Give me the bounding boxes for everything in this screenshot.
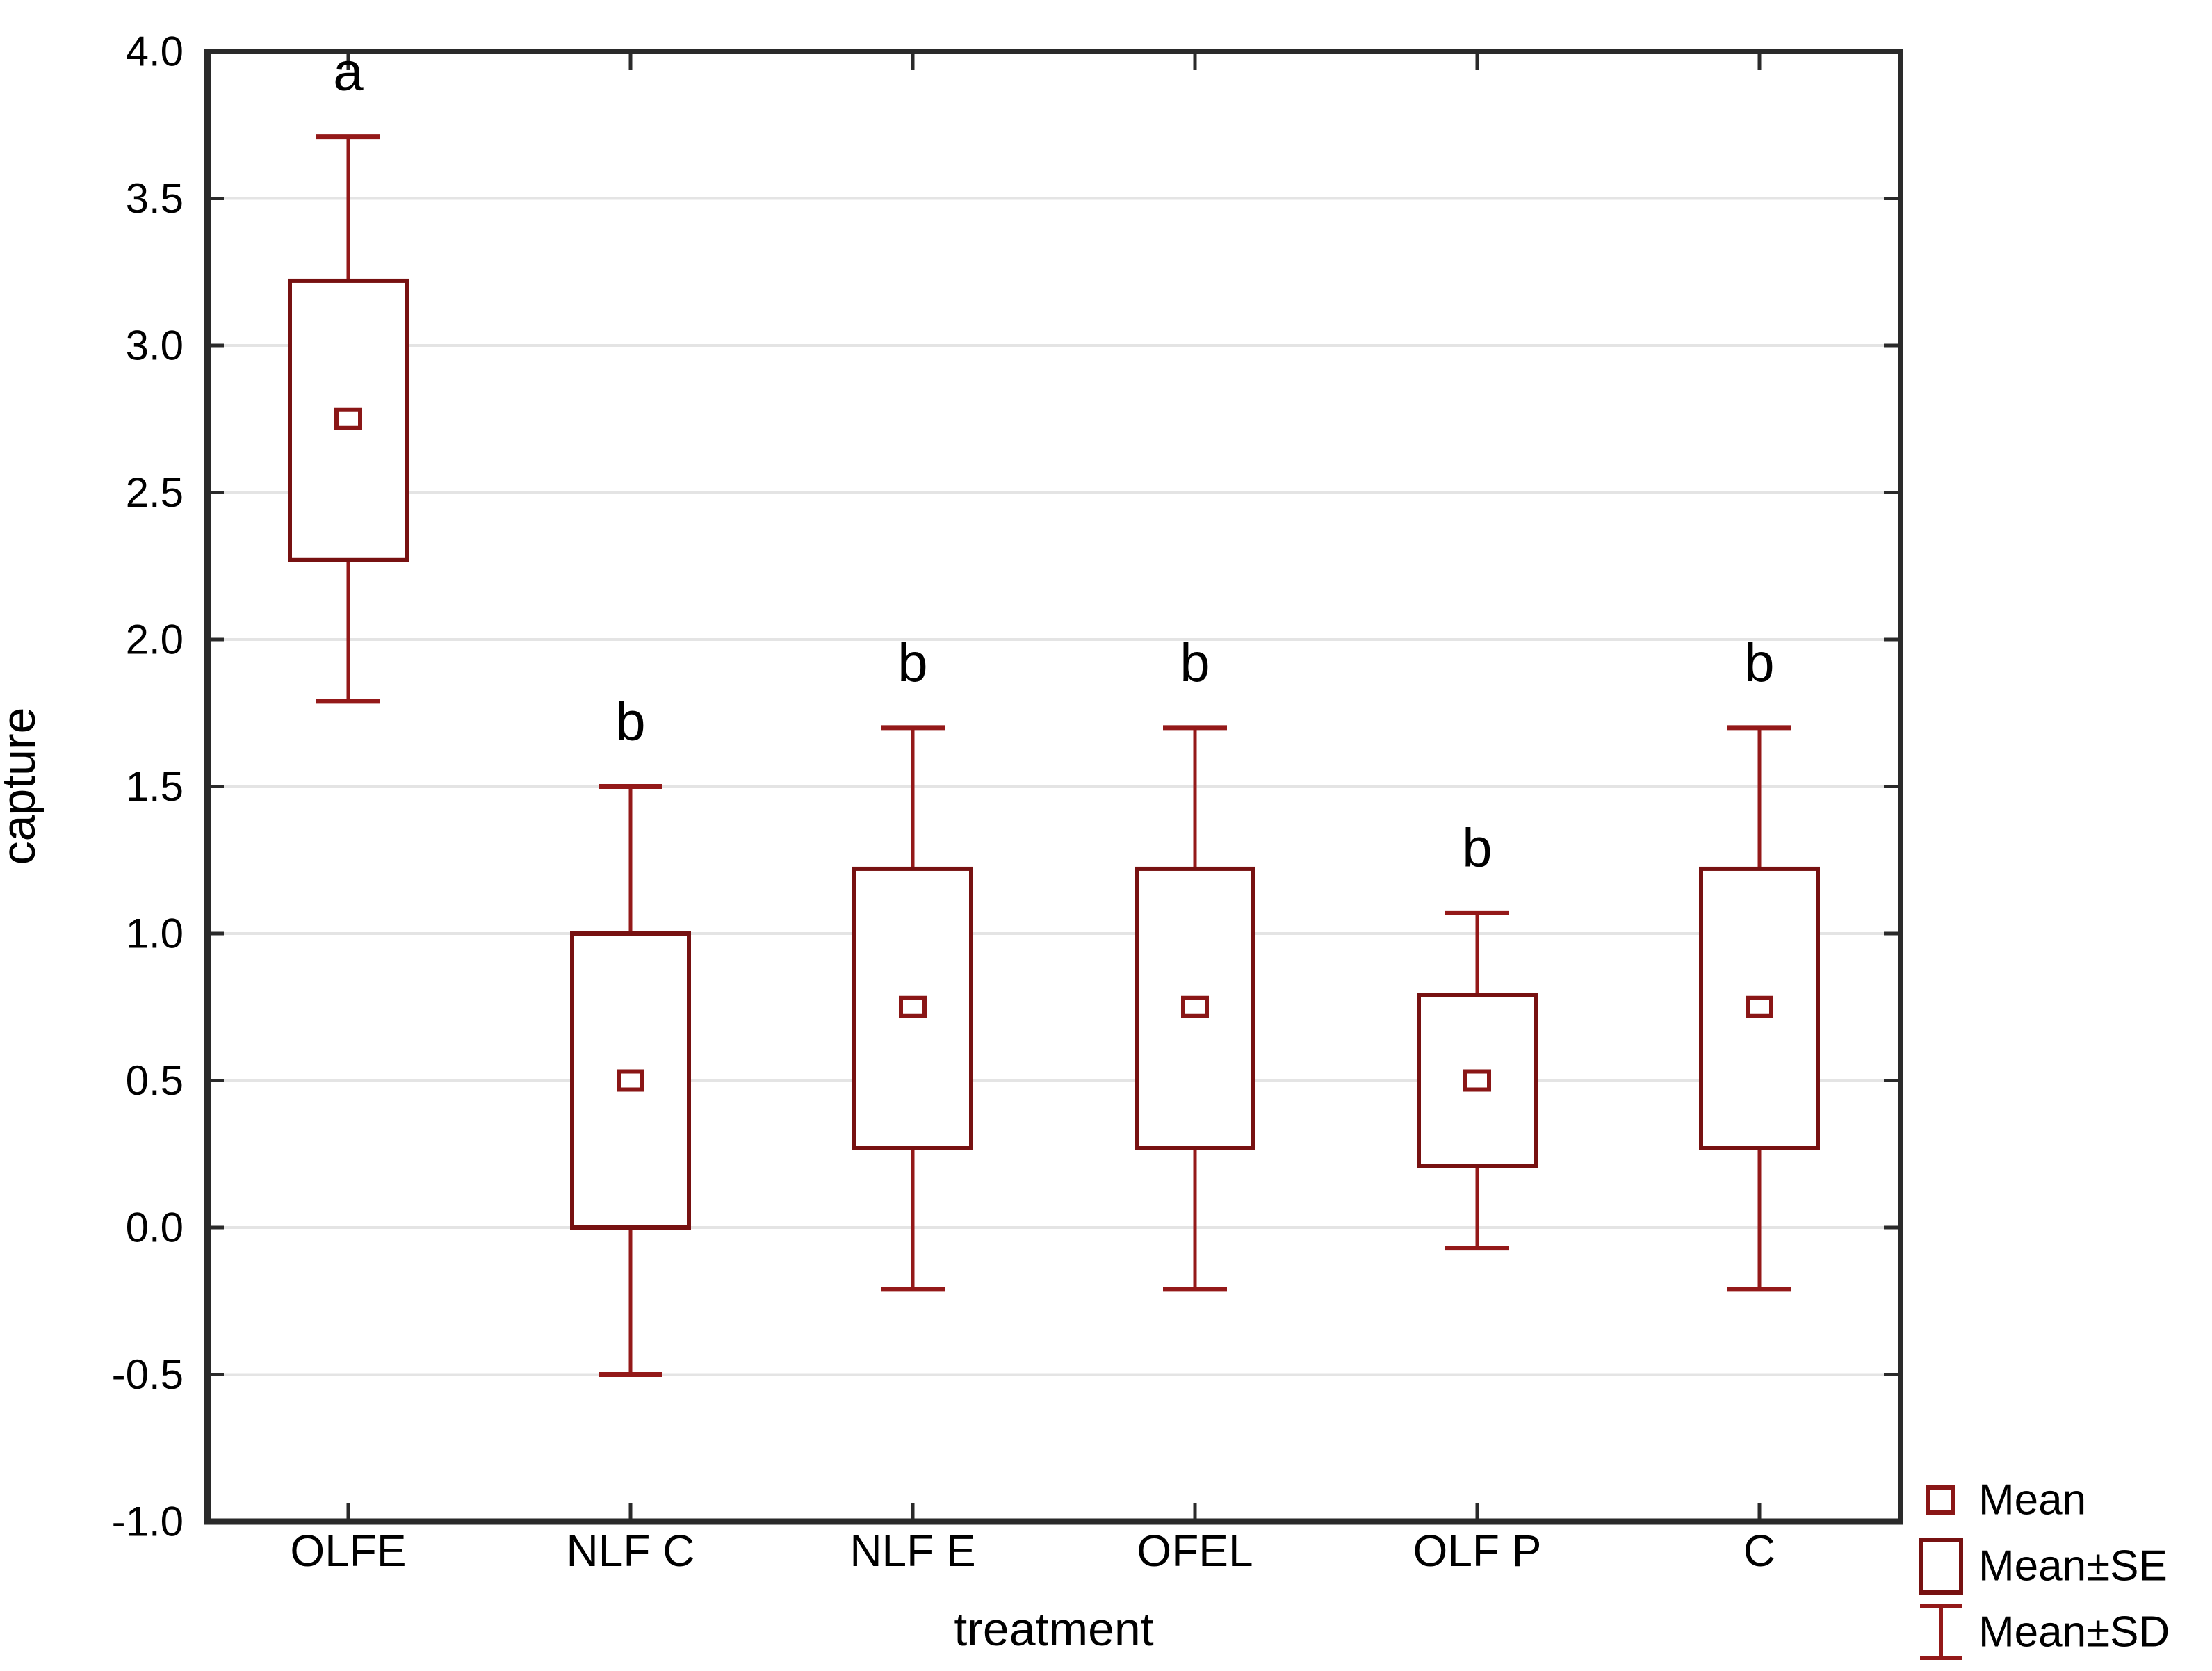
legend-label-mean-se: Mean±SE xyxy=(1978,1542,2168,1590)
x-category-label: OFEL xyxy=(1137,1526,1253,1576)
y-tick-label: 3.5 xyxy=(126,175,184,222)
mean-marker xyxy=(617,1069,644,1092)
mean-marker xyxy=(1181,995,1209,1018)
se-box-icon xyxy=(1919,1538,1963,1595)
x-category-labels: OLFE NLF C NLF E OFEL OLF P C xyxy=(290,1526,1775,1576)
legend-item-mean-sd: Mean±SD xyxy=(1920,1604,2170,1660)
axis-ticks xyxy=(207,49,1901,1524)
mean-marker xyxy=(334,407,362,430)
significance-letter: b xyxy=(1462,817,1492,878)
box-group-olf-p xyxy=(1417,910,1538,1251)
sd-whisker-icon xyxy=(1920,1604,1962,1660)
y-tick-label: 4.0 xyxy=(126,28,184,75)
mean-marker xyxy=(899,995,927,1018)
y-tick-label: 0.5 xyxy=(126,1057,184,1104)
significance-letters: a b b b b b xyxy=(333,41,1774,879)
mean-marker-icon xyxy=(1926,1485,1955,1515)
y-tick-label: 1.5 xyxy=(126,763,184,810)
y-tick-labels: 4.0 3.5 3.0 2.5 2.0 1.5 1.0 0.5 0.0 -0.5 -1.0 xyxy=(112,28,184,1545)
legend-label-mean-sd: Mean±SD xyxy=(1978,1608,2170,1656)
significance-letter: b xyxy=(615,691,645,752)
legend: Mean Mean±SE Mean±SD xyxy=(1919,1476,2170,1660)
legend-item-mean: Mean xyxy=(1926,1476,2086,1524)
legend-label-mean: Mean xyxy=(1978,1476,2086,1524)
mean-marker xyxy=(1463,1069,1491,1092)
x-axis-title: treatment xyxy=(954,1603,1153,1656)
y-tick-label: 0.0 xyxy=(126,1205,184,1251)
legend-item-mean-se: Mean±SE xyxy=(1919,1538,2168,1595)
x-category-label: NLF E xyxy=(849,1526,975,1576)
y-tick-label: 2.5 xyxy=(126,469,184,516)
y-tick-label: 2.0 xyxy=(126,617,184,663)
box-group-nlf-e xyxy=(852,725,973,1292)
box-group-nlf-c xyxy=(570,784,691,1377)
y-tick-label: -1.0 xyxy=(112,1499,184,1545)
y-tick-label: -0.5 xyxy=(112,1351,184,1398)
significance-letter: b xyxy=(1180,632,1210,693)
mean-marker xyxy=(1746,995,1773,1018)
box-group-ofel xyxy=(1135,725,1255,1292)
gridlines xyxy=(207,197,1901,1376)
x-category-label: NLF C xyxy=(567,1526,695,1576)
x-category-label: OLF P xyxy=(1413,1526,1542,1576)
y-tick-label: 1.0 xyxy=(126,911,184,957)
box-group-c xyxy=(1699,725,1820,1292)
significance-letter: b xyxy=(897,632,927,693)
significance-letter: b xyxy=(1744,632,1774,693)
significance-letter: a xyxy=(333,41,364,102)
x-category-label: C xyxy=(1743,1526,1775,1576)
y-axis-title: capture xyxy=(0,708,45,865)
box-group-olfe xyxy=(288,134,409,704)
y-tick-label: 3.0 xyxy=(126,323,184,369)
box-series xyxy=(288,134,1820,1377)
x-category-label: OLFE xyxy=(290,1526,406,1576)
